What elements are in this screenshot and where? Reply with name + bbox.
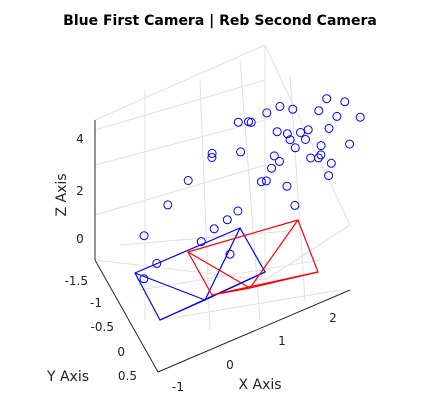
- data-point: [303, 125, 313, 135]
- data-point: [269, 151, 279, 161]
- x-ticks: -1 0 1 2: [172, 311, 337, 394]
- data-point: [262, 108, 272, 118]
- data-point: [275, 156, 284, 166]
- data-point: [316, 141, 326, 151]
- y-ticks: -1.5 -1 -0.5 0 0.5: [65, 274, 137, 383]
- data-point: [290, 200, 300, 210]
- data-point: [261, 176, 271, 186]
- data-point: [314, 106, 324, 116]
- y-tick: -1: [90, 296, 102, 310]
- data-point: [152, 258, 162, 268]
- data-point: [222, 215, 232, 225]
- data-point: [332, 111, 342, 121]
- x-tick: -1: [172, 380, 184, 394]
- data-point: [183, 176, 193, 185]
- data-point: [275, 101, 285, 111]
- second-camera: [187, 219, 319, 296]
- data-point: [288, 104, 298, 114]
- data-point: [163, 200, 173, 210]
- data-point: [340, 97, 350, 107]
- grid: [94, 44, 351, 331]
- data-point: [282, 181, 292, 191]
- data-point: [316, 150, 326, 160]
- x-tick: 0: [226, 358, 234, 372]
- x-tick: 2: [329, 311, 337, 325]
- data-point: [207, 148, 217, 158]
- chart-title: Blue First Camera | Reb Second Camera: [63, 13, 377, 29]
- data-point: [196, 237, 206, 247]
- first-camera-rays: [134, 227, 266, 321]
- data-point: [139, 274, 149, 284]
- data-point: [225, 249, 235, 259]
- data-point: [236, 147, 246, 157]
- z-tick: 2: [76, 184, 84, 198]
- data-point: [324, 123, 334, 133]
- x-tick: 1: [278, 334, 286, 348]
- z-tick: 0: [76, 232, 84, 246]
- y-tick: -1.5: [65, 274, 88, 288]
- x-axis-label: X Axis: [238, 377, 281, 393]
- z-axis-label: Z Axis: [54, 173, 70, 216]
- data-point: [256, 177, 266, 187]
- scatter-points: [139, 94, 365, 284]
- data-point: [267, 163, 277, 173]
- data-point: [290, 143, 300, 153]
- data-point: [355, 112, 365, 122]
- data-point: [326, 158, 336, 168]
- x-axis-line: [157, 289, 351, 373]
- data-point: [296, 128, 305, 137]
- y-axis-line: [94, 259, 159, 373]
- data-point: [272, 127, 282, 137]
- data-point: [282, 129, 292, 139]
- y-tick: 0.5: [118, 369, 137, 383]
- data-point: [306, 153, 316, 163]
- y-axis-label: Y Axis: [46, 369, 89, 385]
- data-point: [209, 224, 219, 234]
- z-ticks: 4 2 0: [76, 132, 84, 246]
- data-point: [285, 135, 295, 145]
- second-camera-rays: [187, 219, 319, 296]
- y-tick: 0: [117, 345, 125, 359]
- data-point: [322, 94, 332, 104]
- data-point: [233, 206, 243, 216]
- data-point: [207, 153, 217, 162]
- data-point: [324, 171, 334, 181]
- y-tick: -0.5: [91, 320, 114, 334]
- z-tick: 4: [76, 132, 84, 146]
- data-point: [233, 117, 243, 127]
- data-point: [139, 231, 149, 241]
- axes: [94, 120, 351, 373]
- data-point: [246, 117, 256, 127]
- data-point: [345, 139, 355, 149]
- data-point: [301, 135, 310, 144]
